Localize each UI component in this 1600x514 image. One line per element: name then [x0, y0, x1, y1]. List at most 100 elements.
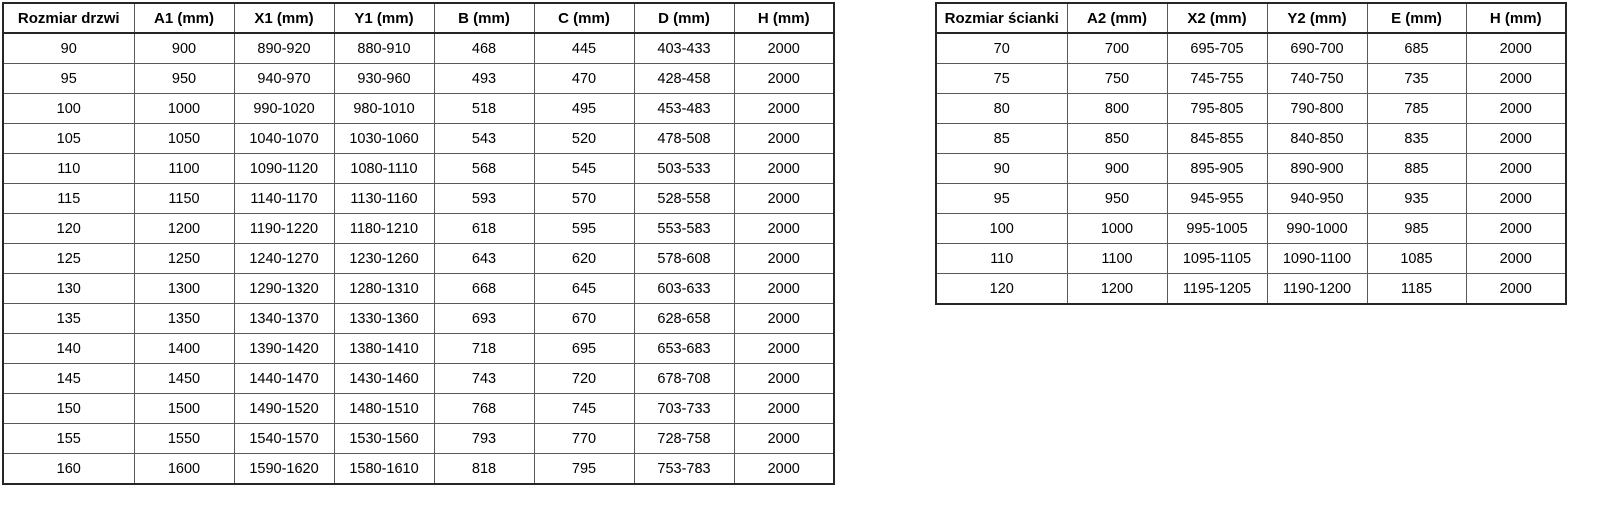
- table-cell: 735: [1366, 63, 1467, 94]
- table-cell: 620: [533, 243, 635, 274]
- table-row: 115 1150 1140-1170 1130-1160 593 570 528-558 20…: [2, 183, 835, 214]
- table-cell: 695-705: [1166, 32, 1268, 64]
- table-cell: 740-750: [1266, 63, 1368, 94]
- table-cell: 2000: [1465, 243, 1567, 274]
- table-cell: 1190-1200: [1266, 273, 1368, 305]
- table-cell: 2000: [733, 333, 835, 364]
- table-cell: 1550: [133, 423, 235, 454]
- table-cell: 653-683: [633, 333, 735, 364]
- table-cell: 110: [935, 243, 1068, 274]
- table-cell: 1000: [133, 93, 235, 124]
- table-cell: 75: [935, 63, 1068, 94]
- table-cell: 670: [533, 303, 635, 334]
- table-cell: 890-900: [1266, 153, 1368, 184]
- table-cell: 2000: [733, 423, 835, 454]
- table-cell: 1230-1260: [333, 243, 435, 274]
- table-cell: 693: [433, 303, 535, 334]
- table-cell: 1195-1205: [1166, 273, 1268, 305]
- table-cell: 935: [1366, 183, 1467, 214]
- table-cell: 728-758: [633, 423, 735, 454]
- table-cell: 495: [533, 93, 635, 124]
- table-row: 125 1250 1240-1270 1230-1260 643 620 578-608 20…: [2, 243, 835, 274]
- table-cell: 593: [433, 183, 535, 214]
- table-cell: 1500: [133, 393, 235, 424]
- table-cell: 125: [2, 243, 135, 274]
- table-cell: 120: [2, 213, 135, 244]
- table-cell: 1085: [1366, 243, 1467, 274]
- table-cell: 2000: [733, 183, 835, 214]
- table-header-cell: H (mm): [733, 2, 835, 34]
- table-cell: 678-708: [633, 363, 735, 394]
- table-cell: 80: [935, 93, 1068, 124]
- table-cell: 1400: [133, 333, 235, 364]
- table-cell: 2000: [733, 32, 835, 64]
- table-cell: 1490-1520: [233, 393, 335, 424]
- table-cell: 695: [533, 333, 635, 364]
- table-cell: 2000: [733, 453, 835, 485]
- table-row: 150 1500 1490-1520 1480-1510 768 745 703-733 20…: [2, 393, 835, 424]
- table-cell: 800: [1066, 93, 1168, 124]
- table-cell: 2000: [1465, 183, 1567, 214]
- table-cell: 703-733: [633, 393, 735, 424]
- table-cell: 160: [2, 453, 135, 485]
- table-header-cell: D (mm): [633, 2, 735, 34]
- table-cell: 768: [433, 393, 535, 424]
- table-cell: 130: [2, 273, 135, 304]
- table-row: 95 950 945-955 940-950 935 2000: [935, 183, 1567, 214]
- table-cell: 940-950: [1266, 183, 1368, 214]
- table-cell: 685: [1366, 32, 1467, 64]
- table-header-cell: A2 (mm): [1066, 2, 1168, 34]
- table-cell: 795-805: [1166, 93, 1268, 124]
- table-cell: 1600: [133, 453, 235, 485]
- table-cell: 115: [2, 183, 135, 214]
- table-cell: 895-905: [1166, 153, 1268, 184]
- table-row: 75 750 745-755 740-750 735 2000: [935, 63, 1567, 94]
- table-cell: 850: [1066, 123, 1168, 154]
- table-cell: 793: [433, 423, 535, 454]
- table-row: 130 1300 1290-1320 1280-1310 668 645 603-633 20…: [2, 273, 835, 304]
- table-header-cell: A1 (mm): [133, 2, 235, 34]
- table-cell: 110: [2, 153, 135, 184]
- table-cell: 468: [433, 32, 535, 64]
- table-cell: 2000: [1465, 273, 1567, 305]
- table-cell: 150: [2, 393, 135, 424]
- table-row: 95 950 940-970 930-960 493 470 428-458 2000: [2, 63, 835, 94]
- table-row: 145 1450 1440-1470 1430-1460 743 720 678-708 20…: [2, 363, 835, 394]
- table-cell: 603-633: [633, 273, 735, 304]
- table-cell: 553-583: [633, 213, 735, 244]
- table-cell: 1480-1510: [333, 393, 435, 424]
- table-cell: 1430-1460: [333, 363, 435, 394]
- table-row: 155 1550 1540-1570 1530-1560 793 770 728-758 20…: [2, 423, 835, 454]
- table-cell: 403-433: [633, 32, 735, 64]
- table-cell: 518: [433, 93, 535, 124]
- table-row: 105 1050 1040-1070 1030-1060 543 520 478-508 20…: [2, 123, 835, 154]
- table-cell: 995-1005: [1166, 213, 1268, 244]
- table-cell: 1290-1320: [233, 273, 335, 304]
- table-cell: 95: [935, 183, 1068, 214]
- table-cell: 790-800: [1266, 93, 1368, 124]
- table-cell: 503-533: [633, 153, 735, 184]
- table-header-cell: H (mm): [1465, 2, 1567, 34]
- table-cell: 2000: [733, 123, 835, 154]
- table-cell: 950: [1066, 183, 1168, 214]
- table-cell: 1140-1170: [233, 183, 335, 214]
- table-cell: 2000: [733, 393, 835, 424]
- table-cell: 818: [433, 453, 535, 485]
- table-cell: 1240-1270: [233, 243, 335, 274]
- table-cell: 493: [433, 63, 535, 94]
- table-row: 140 1400 1390-1420 1380-1410 718 695 653-683 20…: [2, 333, 835, 364]
- table-cell: 2000: [733, 243, 835, 274]
- table-cell: 1440-1470: [233, 363, 335, 394]
- table-cell: 545: [533, 153, 635, 184]
- table-cell: 668: [433, 273, 535, 304]
- table-cell: 1590-1620: [233, 453, 335, 485]
- table-cell: 105: [2, 123, 135, 154]
- table-cell: 700: [1066, 32, 1168, 64]
- table-cell: 120: [935, 273, 1068, 305]
- table-cell: 1090-1120: [233, 153, 335, 184]
- table-row: 90 900 890-920 880-910 468 445 403-433 2000: [2, 32, 835, 64]
- table-cell: 1040-1070: [233, 123, 335, 154]
- table-row: 100 1000 990-1020 980-1010 518 495 453-483 2000: [2, 93, 835, 124]
- table-cell: 543: [433, 123, 535, 154]
- table-cell: 743: [433, 363, 535, 394]
